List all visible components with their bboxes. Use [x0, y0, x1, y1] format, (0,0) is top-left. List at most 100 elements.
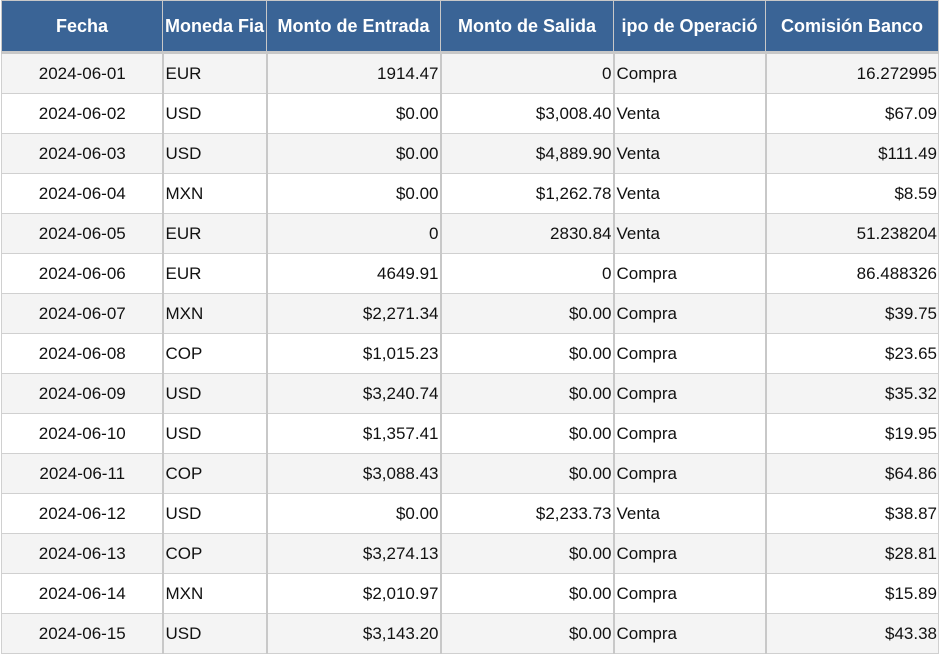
table-cell: 2024-06-11 [1, 453, 164, 494]
table-cell: 0 [440, 253, 615, 294]
table-row: 2024-06-01 EUR 1914.47 0 Compra 16.272995 [1, 52, 939, 94]
table-cell: $0.00 [440, 333, 615, 374]
table-cell: USD [162, 133, 268, 174]
table-cell: $43.38 [765, 613, 939, 654]
table-cell: Venta [613, 93, 767, 134]
table-row: 2024-06-11 COP $3,088.43 $0.00 Compra $64.86 [1, 453, 939, 494]
table-cell: $35.32 [765, 373, 939, 414]
table-cell: 2024-06-01 [1, 52, 164, 94]
table-cell: Compra [613, 253, 767, 294]
table-cell: USD [162, 413, 268, 454]
header-row: Fecha Moneda Fia Monto de Entrada Monto de … [1, 0, 939, 54]
table-cell: Compra [613, 52, 767, 94]
table-cell: $2,010.97 [266, 573, 442, 614]
table-cell: $0.00 [440, 573, 615, 614]
table-cell: 0 [266, 213, 442, 254]
table-cell: $0.00 [440, 533, 615, 574]
table-cell: EUR [162, 52, 268, 94]
table-cell: $1,015.23 [266, 333, 442, 374]
table-cell: $0.00 [440, 453, 615, 494]
table-cell: $3,088.43 [266, 453, 442, 494]
table-cell: $0.00 [266, 493, 442, 534]
table-cell: 2024-06-06 [1, 253, 164, 294]
table-row: 2024-06-10 USD $1,357.41 $0.00 Compra $19.95 [1, 413, 939, 454]
table-cell: 16.272995 [765, 52, 939, 94]
column-header: Moneda Fia [162, 0, 267, 54]
table-row: 2024-06-12 USD $0.00 $2,233.73 Venta $38.87 [1, 493, 939, 534]
table-cell: $28.81 [765, 533, 939, 574]
table-body: 2024-06-01 EUR 1914.47 0 Compra 16.272995 2024… [1, 52, 939, 654]
table-row: 2024-06-04 MXN $0.00 $1,262.78 Venta $8.59 [1, 173, 939, 214]
table-cell: 86.488326 [765, 253, 939, 294]
column-header: Comisión Banco [765, 0, 939, 54]
table-cell: $0.00 [440, 293, 615, 334]
table-row: 2024-06-13 COP $3,274.13 $0.00 Compra $28.81 [1, 533, 939, 574]
column-header: Fecha [1, 0, 163, 54]
table-cell: COP [162, 333, 268, 374]
table-row: 2024-06-05 EUR 0 2830.84 Venta 51.238204 [1, 213, 939, 254]
table-cell: Venta [613, 133, 767, 174]
table-cell: $0.00 [440, 373, 615, 414]
table-cell: 2024-06-03 [1, 133, 164, 174]
table-cell: Venta [613, 493, 767, 534]
table-cell: COP [162, 453, 268, 494]
table-cell: 4649.91 [266, 253, 442, 294]
table-cell: 2024-06-09 [1, 373, 164, 414]
table-cell: $4,889.90 [440, 133, 615, 174]
table-cell: 2024-06-12 [1, 493, 164, 534]
table-row: 2024-06-03 USD $0.00 $4,889.90 Venta $111.49 [1, 133, 939, 174]
table-cell: Compra [613, 333, 767, 374]
table-cell: 2024-06-14 [1, 573, 164, 614]
table-cell: 2024-06-02 [1, 93, 164, 134]
table-cell: Venta [613, 173, 767, 214]
table-cell: $15.89 [765, 573, 939, 614]
table-cell: $0.00 [266, 133, 442, 174]
table-cell: EUR [162, 213, 268, 254]
table-cell: $1,357.41 [266, 413, 442, 454]
table-cell: $67.09 [765, 93, 939, 134]
table-cell: 2024-06-15 [1, 613, 164, 654]
table-cell: 2024-06-05 [1, 213, 164, 254]
table-cell: Compra [613, 293, 767, 334]
column-header: Monto de Salida [440, 0, 614, 54]
table-cell: USD [162, 93, 268, 134]
column-header: Monto de Entrada [266, 0, 441, 54]
table-cell: Compra [613, 573, 767, 614]
table-row: 2024-06-15 USD $3,143.20 $0.00 Compra $43.38 [1, 613, 939, 654]
table-cell: $38.87 [765, 493, 939, 534]
table-cell: $1,262.78 [440, 173, 615, 214]
column-header: ipo de Operació [613, 0, 766, 54]
table-cell: 1914.47 [266, 52, 442, 94]
table-cell: $39.75 [765, 293, 939, 334]
table-cell: Venta [613, 213, 767, 254]
table-cell: USD [162, 493, 268, 534]
table-cell: MXN [162, 573, 268, 614]
table-row: 2024-06-07 MXN $2,271.34 $0.00 Compra $39.75 [1, 293, 939, 334]
table-cell: $111.49 [765, 133, 939, 174]
table-cell: $2,271.34 [266, 293, 442, 334]
table-cell: 2024-06-13 [1, 533, 164, 574]
table-header: Fecha Moneda Fia Monto de Entrada Monto de … [1, 0, 939, 54]
table-cell: $3,008.40 [440, 93, 615, 134]
table-row: 2024-06-09 USD $3,240.74 $0.00 Compra $35.32 [1, 373, 939, 414]
table-cell: Compra [613, 373, 767, 414]
table-cell: USD [162, 373, 268, 414]
table-cell: 0 [440, 52, 615, 94]
table-cell: MXN [162, 173, 268, 214]
table-cell: $0.00 [266, 173, 442, 214]
table-cell: $3,240.74 [266, 373, 442, 414]
table-cell: $23.65 [765, 333, 939, 374]
table-cell: 2024-06-10 [1, 413, 164, 454]
table-cell: $19.95 [765, 413, 939, 454]
table-cell: $64.86 [765, 453, 939, 494]
table-row: 2024-06-02 USD $0.00 $3,008.40 Venta $67.09 [1, 93, 939, 134]
table-cell: Compra [613, 533, 767, 574]
table-cell: $2,233.73 [440, 493, 615, 534]
table-cell: $0.00 [440, 413, 615, 454]
table-cell: 2024-06-04 [1, 173, 164, 214]
table-row: 2024-06-06 EUR 4649.91 0 Compra 86.488326 [1, 253, 939, 294]
table-cell: $0.00 [440, 613, 615, 654]
table-cell: 51.238204 [765, 213, 939, 254]
table-row: 2024-06-08 COP $1,015.23 $0.00 Compra $23.65 [1, 333, 939, 374]
